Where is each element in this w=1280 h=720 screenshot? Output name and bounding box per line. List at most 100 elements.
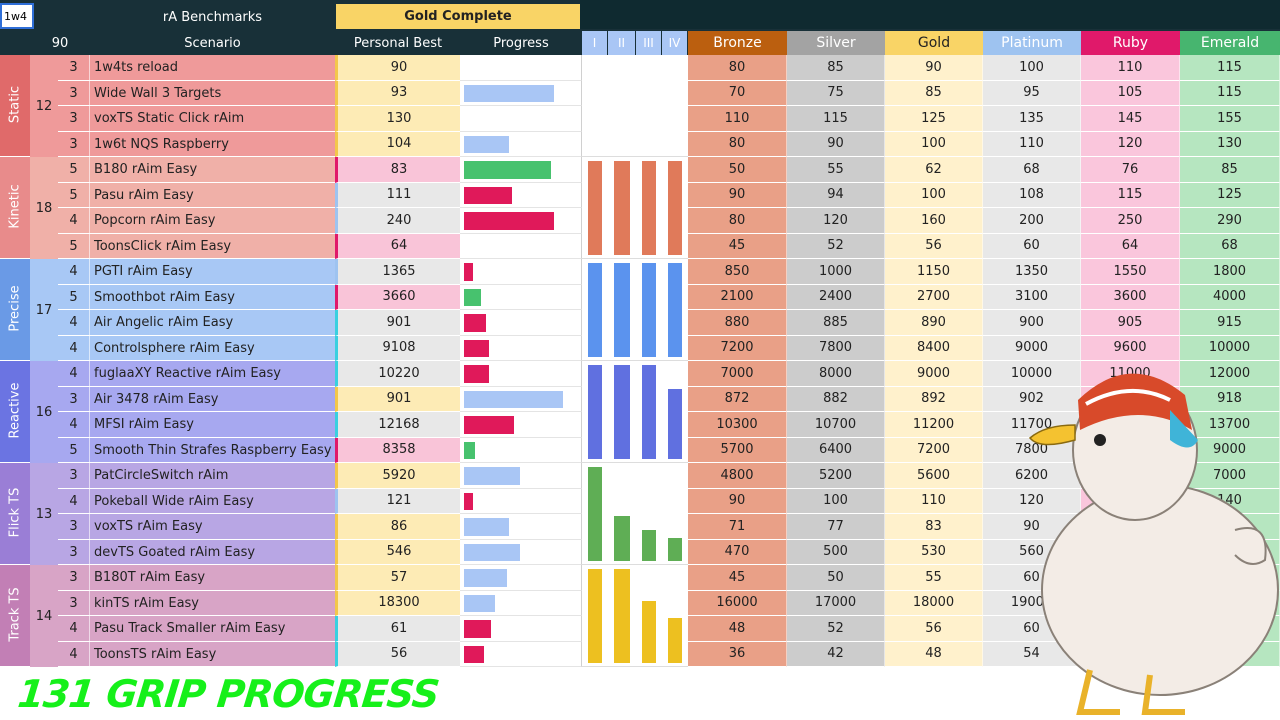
table-row[interactable] [58,412,335,438]
difficulty-value: 4 [58,488,90,514]
progress-bar [464,518,509,536]
personal-best-value[interactable]: 901 [335,310,460,336]
table-row[interactable] [58,106,335,132]
difficulty-value: 4 [58,641,90,667]
subrank-bar-1 [588,365,602,459]
scenario-name[interactable]: 1w6t NQS Raspberry [94,136,229,152]
scenario-name[interactable]: Popcorn rAim Easy [94,213,216,229]
table-row[interactable] [58,157,335,183]
personal-best-value[interactable]: 9108 [335,335,460,361]
table-row[interactable] [58,259,335,285]
scenario-name[interactable]: Pasu Track Smaller rAim Easy [94,621,286,637]
scenario-name[interactable]: Smooth Thin Strafes Raspberry Easy [94,442,332,458]
table-row[interactable] [58,641,335,667]
personal-best-value[interactable]: 546 [335,539,460,565]
personal-best-value[interactable]: 93 [335,80,460,106]
subrank-bar-4 [668,617,682,663]
table-row[interactable] [58,335,335,361]
tier-threshold-emerald: 13700 [1180,412,1280,438]
scenario-name[interactable]: devTS Goated rAim Easy [94,544,256,560]
table-row[interactable] [58,488,335,514]
personal-best-value[interactable]: 10220 [335,361,460,387]
personal-best-value[interactable]: 121 [335,488,460,514]
progress-bar [464,365,489,383]
scenario-name[interactable]: B180T rAim Easy [94,570,206,586]
scenario-name[interactable]: fuglaaXY Reactive rAim Easy [94,366,281,382]
table-row[interactable] [58,565,335,591]
personal-best-value[interactable]: 1365 [335,259,460,285]
tier-threshold-bronze: 7000 [688,361,787,387]
table-row[interactable] [58,539,335,565]
scenario-name[interactable]: Air Angelic rAim Easy [94,315,234,331]
progress-bar [464,186,513,204]
personal-best-value[interactable]: 12168 [335,412,460,438]
tier-threshold-platinum: 68 [983,157,1081,183]
personal-best-value[interactable]: 56 [335,641,460,667]
category-total: 14 [30,565,58,667]
table-row[interactable] [58,310,335,336]
personal-best-value[interactable]: 3660 [335,284,460,310]
scenario-name[interactable]: B180 rAim Easy [94,162,198,178]
table-row[interactable] [58,361,335,387]
scenario-name[interactable]: voxTS Static Click rAim [94,111,245,127]
personal-best-value[interactable]: 83 [335,157,460,183]
tier-threshold-bronze: 90 [688,488,787,514]
table-row[interactable] [58,208,335,234]
scenario-name[interactable]: MFSI rAim Easy [94,417,194,433]
scenario-name[interactable]: kinTS rAim Easy [94,595,199,611]
category-kinetic: Kinetic [0,157,30,259]
table-row[interactable] [58,616,335,642]
scenario-name[interactable]: ToonsClick rAim Easy [94,238,232,254]
personal-best-value[interactable]: 130 [335,106,460,132]
table-row[interactable] [58,233,335,259]
scenario-name[interactable]: 1w4ts reload [94,60,179,76]
difficulty-value: 3 [58,539,90,565]
personal-best-value[interactable]: 86 [335,514,460,540]
scenario-name[interactable]: PGTI rAim Easy [94,264,193,280]
personal-best-value[interactable]: 90 [335,55,460,81]
table-row[interactable] [58,437,335,463]
difficulty-value: 5 [58,437,90,463]
personal-best-value[interactable]: 901 [335,386,460,412]
progress-bar [464,620,491,638]
scenario-name[interactable]: Smoothbot rAim Easy [94,289,235,305]
difficulty-value: 3 [58,565,90,591]
table-row[interactable] [58,386,335,412]
scenario-name[interactable]: Wide Wall 3 Targets [94,85,222,101]
personal-best-value[interactable]: 111 [335,182,460,208]
table-row[interactable] [58,182,335,208]
difficulty-value: 4 [58,208,90,234]
table-row[interactable] [58,514,335,540]
personal-best-value[interactable]: 18300 [335,590,460,616]
personal-best-value[interactable]: 57 [335,565,460,591]
table-row[interactable] [58,463,335,489]
tier-threshold-silver: 52 [787,616,885,642]
table-row[interactable] [58,55,335,81]
scenario-name[interactable]: Pasu rAim Easy [94,187,194,203]
tier-threshold-emerald: 918 [1180,386,1280,412]
scenario-name[interactable]: Pokeball Wide rAim Easy [94,493,254,509]
category-label: Kinetic [7,184,23,229]
personal-best-value[interactable]: 64 [335,233,460,259]
personal-best-value[interactable]: 61 [335,616,460,642]
tier-threshold-silver: 77 [787,514,885,540]
tier-threshold-emerald: 85 [1180,157,1280,183]
table-row[interactable] [58,284,335,310]
table-row[interactable] [58,131,335,157]
progress-cell [460,259,582,285]
difficulty-value: 4 [58,335,90,361]
table-row[interactable] [58,80,335,106]
scenario-name[interactable]: ToonsTS rAim Easy [94,646,217,662]
personal-best-value[interactable]: 104 [335,131,460,157]
personal-best-value[interactable]: 5920 [335,463,460,489]
scenario-name[interactable]: Controlsphere rAim Easy [94,340,255,356]
scenario-name[interactable]: PatCircleSwitch rAim [94,468,229,484]
personal-best-value[interactable]: 240 [335,208,460,234]
table-row[interactable] [58,590,335,616]
cell-reference[interactable]: 1w4 [0,3,34,29]
tier-threshold-ruby: 105 [1081,80,1180,106]
tier-threshold-gold: 85 [885,80,983,106]
personal-best-value[interactable]: 8358 [335,437,460,463]
scenario-name[interactable]: voxTS rAim Easy [94,519,203,535]
scenario-name[interactable]: Air 3478 rAim Easy [94,391,219,407]
